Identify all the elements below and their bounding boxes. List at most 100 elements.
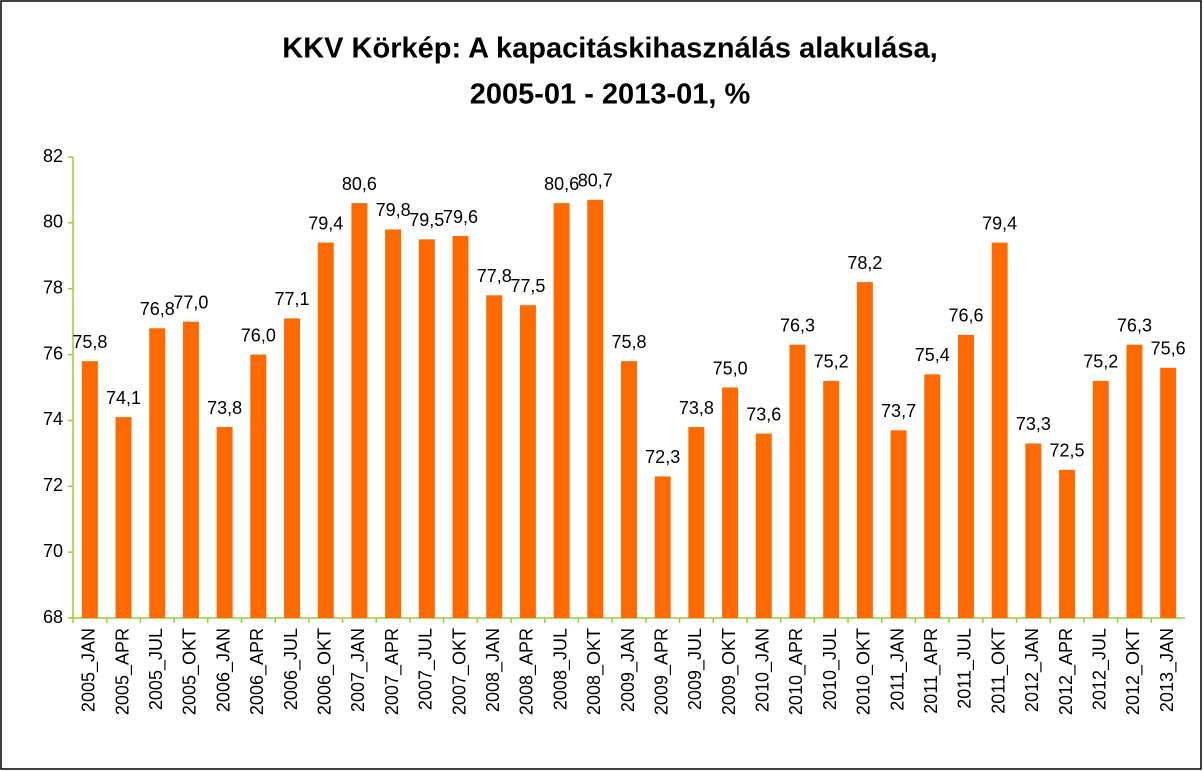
bar [317, 242, 334, 618]
x-tick-label: 2008_JAN [483, 628, 504, 712]
x-tick-label: 2006_JAN [213, 628, 234, 712]
data-label: 76,3 [780, 315, 815, 335]
data-label: 78,2 [847, 253, 882, 273]
x-tick-label: 2007_OKT [449, 628, 470, 715]
data-label: 77,5 [510, 276, 545, 296]
data-label: 75,4 [915, 345, 950, 365]
x-tick-label: 2006_JUL [281, 628, 302, 710]
bar [418, 239, 435, 619]
chart-title: KKV Körkép: A kapacitáskihasználás alaku… [282, 33, 938, 65]
bar [81, 361, 98, 618]
y-tick-label: 74 [43, 409, 63, 429]
x-tick-label: 2009_JAN [618, 628, 639, 712]
bar [216, 427, 233, 618]
bar [1160, 367, 1177, 618]
bar [1092, 380, 1109, 618]
data-label: 75,8 [611, 332, 646, 352]
bar [250, 354, 267, 618]
data-label: 79,6 [443, 207, 478, 227]
x-tick-label: 2007_JAN [348, 628, 369, 712]
data-label: 75,2 [1083, 352, 1118, 372]
x-tick-label: 2008_APR [517, 628, 538, 715]
bar [722, 387, 739, 618]
bar [452, 236, 469, 618]
data-label: 72,3 [645, 447, 680, 467]
x-tick-label: 2010_OKT [854, 628, 875, 715]
data-label: 80,6 [342, 174, 377, 194]
data-label: 75,6 [1151, 338, 1186, 358]
y-tick-label: 68 [43, 607, 63, 627]
y-tick-label: 72 [43, 475, 63, 495]
x-tick-label: 2011_JUL [955, 628, 976, 709]
bar [351, 203, 368, 618]
data-label: 75,2 [814, 352, 849, 372]
bar [991, 242, 1008, 618]
y-tick-label: 76 [43, 343, 63, 363]
data-label: 73,7 [881, 401, 916, 421]
data-label: 77,0 [173, 292, 208, 312]
bar [856, 282, 873, 618]
x-tick-label: 2005_JAN [79, 628, 100, 712]
data-label: 79,8 [376, 200, 411, 220]
y-tick-label: 80 [43, 212, 63, 232]
bar [1025, 443, 1042, 618]
x-tick-label: 2009_OKT [719, 628, 740, 715]
data-label: 75,0 [713, 358, 748, 378]
x-tick-label: 2010_APR [786, 628, 807, 715]
x-tick-label: 2012_APR [1056, 628, 1077, 715]
y-tick-label: 82 [43, 146, 63, 166]
bar [385, 229, 402, 618]
x-tick-label: 2007_JUL [416, 628, 437, 710]
bar [621, 361, 637, 618]
data-label: 72,5 [1050, 441, 1085, 461]
y-tick-label: 70 [43, 541, 63, 561]
bar [924, 374, 941, 618]
bar [553, 203, 570, 618]
x-tick-label: 2012_JAN [1022, 628, 1043, 712]
x-tick-label: 2013_JAN [1157, 628, 1178, 712]
bar [890, 430, 907, 618]
x-tick-label: 2012_OKT [1123, 628, 1144, 715]
bar [115, 417, 132, 618]
data-label: 79,4 [308, 213, 343, 233]
x-tick-label: 2005_APR [112, 628, 133, 715]
bar [755, 433, 772, 618]
bar [587, 199, 604, 619]
x-tick-label: 2005_OKT [180, 628, 201, 715]
data-label: 76,0 [241, 325, 276, 345]
data-label: 75,8 [72, 332, 107, 352]
bar [823, 380, 840, 618]
x-tick-label: 2011_APR [921, 628, 942, 714]
bar [957, 334, 974, 618]
bar [688, 427, 705, 618]
bar [486, 295, 503, 618]
x-tick-label: 2011_OKT [988, 628, 1009, 714]
y-tick-label: 78 [43, 277, 63, 297]
x-tick-label: 2006_OKT [314, 628, 335, 715]
data-label: 73,8 [679, 398, 714, 418]
bar [519, 305, 536, 618]
data-label: 79,5 [409, 210, 444, 230]
data-label: 73,6 [746, 404, 781, 424]
bar [1126, 344, 1143, 618]
x-tick-label: 2012_JUL [1090, 628, 1111, 710]
x-tick-label: 2009_APR [651, 628, 672, 715]
x-tick-label: 2011_JAN [887, 628, 908, 711]
x-tick-label: 2010_JUL [820, 628, 841, 710]
x-tick-label: 2010_JAN [753, 628, 774, 712]
data-label: 76,8 [140, 299, 175, 319]
data-label: 76,6 [948, 306, 983, 326]
x-tick-label: 2009_JUL [685, 628, 706, 710]
data-label: 77,8 [477, 266, 512, 286]
data-label: 73,3 [1016, 414, 1051, 434]
data-label: 80,7 [578, 171, 613, 191]
bar [789, 344, 806, 618]
bar [149, 328, 166, 618]
chart-title: 2005-01 - 2013-01, % [470, 79, 751, 111]
data-label: 74,1 [106, 388, 141, 408]
bar [284, 318, 301, 618]
data-label: 77,1 [275, 289, 310, 309]
x-tick-label: 2008_JUL [550, 628, 571, 710]
data-label: 79,4 [982, 213, 1017, 233]
